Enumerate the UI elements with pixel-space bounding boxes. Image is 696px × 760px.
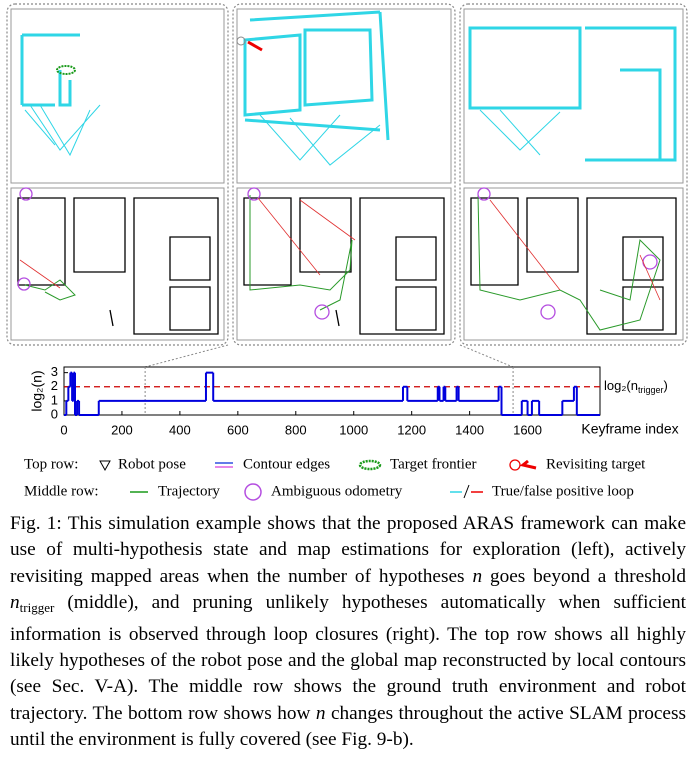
y-tick-label: 2: [51, 378, 58, 393]
legend-item: Revisiting target: [546, 456, 646, 472]
connectors: [144, 344, 514, 368]
legend-symbol: [244, 483, 262, 501]
threshold-label: log₂(ntrigger): [604, 378, 668, 395]
x-tick-label: 200: [111, 422, 133, 437]
y-axis-label: log₂(n): [29, 370, 45, 411]
x-tick-label: 0: [60, 422, 67, 437]
legend-symbol: [519, 459, 537, 470]
map-panel: [236, 187, 452, 341]
legend-symbol: [509, 459, 521, 471]
caption-text: n: [10, 592, 20, 614]
right-group: [459, 3, 688, 346]
x-tick-label: 600: [227, 422, 249, 437]
connector: [459, 344, 514, 368]
caption-text: n: [472, 565, 483, 587]
caption-text: Fig. 1: This simulation example shows th…: [10, 513, 686, 587]
x-tick-label: 400: [169, 422, 191, 437]
legend-item: True/false positive loop: [492, 483, 634, 499]
map-panel: [10, 187, 225, 341]
legend-symbol: [463, 484, 470, 499]
x-axis-label: Keyframe index: [581, 421, 678, 437]
y-tick-label: 3: [51, 364, 58, 379]
legend-item: Target frontier: [390, 456, 477, 472]
frontier: [56, 65, 76, 75]
trajectories: [24, 194, 661, 331]
legend-row-title: Middle row:: [24, 483, 99, 499]
middle-maps: [10, 187, 684, 341]
map-panel: [463, 187, 684, 341]
legend-item: Robot pose: [118, 456, 186, 472]
caption-text: changes throughout the active SLAM proce…: [10, 702, 686, 751]
x-tick-label: 1000: [339, 422, 368, 437]
legend-item: Ambiguous odometry: [271, 483, 403, 499]
revisit-marker: [236, 36, 246, 46]
map-panel: [463, 8, 684, 184]
middle-group: [232, 3, 456, 346]
caption-text: n: [315, 702, 326, 724]
false-loops: [19, 197, 661, 301]
legend-symbol: [358, 459, 382, 471]
contours: [20, 10, 677, 166]
caption: Fig. 1: This simulation example shows th…: [10, 511, 686, 754]
legend-symbol: [99, 460, 111, 472]
map-panel: [236, 8, 452, 184]
map-panel: [10, 8, 225, 184]
legend-item: Trajectory: [158, 483, 220, 499]
connector: [144, 344, 229, 368]
caption-text: trigger: [19, 600, 55, 616]
left-group: [6, 3, 229, 346]
legend: Top row: Robot pose Contour edges Target fr…: [24, 456, 646, 501]
top-maps: [10, 8, 684, 184]
x-tick-label: 800: [285, 422, 307, 437]
x-tick-label: 1200: [397, 422, 426, 437]
panel-groups: [6, 3, 688, 346]
x-tick-label: 1400: [455, 422, 484, 437]
x-tick-label: 1600: [513, 422, 542, 437]
legend-row-title: Top row:: [24, 456, 78, 472]
legend-item: Contour edges: [243, 456, 330, 472]
plot-frame: [63, 366, 601, 416]
arrow: [247, 40, 263, 52]
caption-text: (middle), and pruning unlikely hypothese…: [10, 592, 686, 724]
y-tick-label: 1: [51, 392, 58, 407]
y-tick-label: 0: [51, 406, 58, 421]
caption-text: goes beyond a threshold: [482, 565, 686, 587]
